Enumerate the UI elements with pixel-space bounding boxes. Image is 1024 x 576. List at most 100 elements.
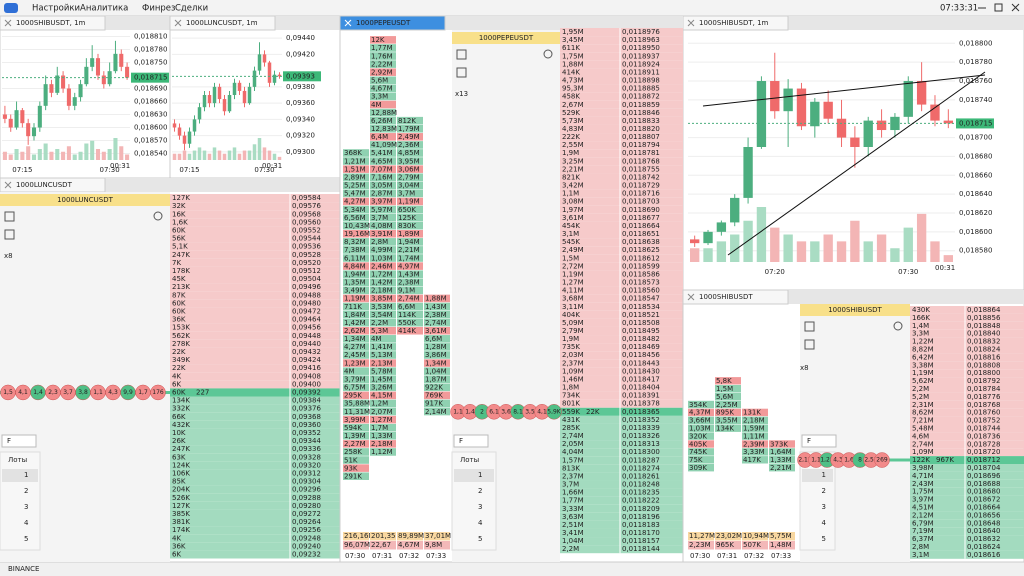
tool-icon[interactable]: [4, 211, 15, 222]
menu-item[interactable]: Настройки: [32, 4, 80, 14]
cluster-value: 1,51M: [344, 165, 366, 173]
candle-body: [217, 86, 222, 100]
lot-option[interactable]: 4: [478, 519, 483, 527]
book-volume: 3,42M: [562, 182, 584, 190]
mode-select[interactable]: [453, 434, 489, 448]
book-volume: 127K: [172, 502, 190, 510]
volume-bar: [836, 241, 847, 262]
tab[interactable]: [0, 15, 106, 31]
cluster-value: 3,04M: [398, 182, 420, 190]
close[interactable]: [1011, 3, 1020, 12]
lot-option[interactable]: 1: [822, 471, 826, 479]
tab-close-icon[interactable]: [344, 19, 352, 27]
trade-bubble-label: 1,1: [453, 408, 463, 415]
cluster-value: 1,87M: [425, 375, 447, 383]
cluster-cell: [424, 359, 450, 367]
tool-icon[interactable]: [456, 67, 467, 78]
book-row: [560, 448, 683, 457]
book-row: [560, 165, 683, 174]
tab-close-icon[interactable]: [687, 19, 695, 27]
book-row: [170, 307, 340, 316]
book-row: [170, 315, 340, 324]
settings-icon[interactable]: [543, 49, 553, 59]
volume-bar: [182, 150, 187, 160]
book-row: [170, 226, 340, 235]
book-volume: 5,62M: [912, 377, 934, 385]
cluster-value: 373K: [770, 440, 788, 448]
lot-option[interactable]: 5: [822, 535, 826, 543]
tab-close-icon[interactable]: [687, 293, 695, 301]
cluster-cell: [370, 310, 396, 319]
volume-bar: [690, 248, 700, 262]
lot-option[interactable]: 2: [478, 487, 482, 495]
mode-select[interactable]: [1, 434, 37, 448]
cluster-cell: [343, 375, 369, 384]
lot-option[interactable]: 3: [24, 503, 28, 511]
tool-icon[interactable]: [804, 339, 815, 350]
x-tick-label: 07:20: [765, 268, 785, 276]
book-volume: 1,95M: [562, 28, 584, 36]
book-row: [910, 329, 1024, 338]
tab-close-icon[interactable]: [174, 19, 182, 27]
last-price-box: [131, 72, 169, 83]
cluster-cell: [397, 294, 423, 303]
book-price: 0,0118469: [622, 343, 660, 351]
book-volume: 204K: [172, 486, 190, 494]
cluster-value: 1,39M: [344, 432, 366, 440]
candle-body: [90, 58, 95, 67]
tab-close-icon[interactable]: [4, 181, 12, 189]
lot-option[interactable]: 1: [24, 471, 28, 479]
lot-option[interactable]: 3: [822, 503, 826, 511]
book-price: 0,0118742: [622, 173, 660, 181]
settings-icon[interactable]: [893, 321, 903, 331]
lot-option[interactable]: 4: [24, 519, 29, 527]
book-price: 0,018776: [967, 393, 1001, 401]
menu-item[interactable]: Аналитика: [80, 4, 128, 14]
tab[interactable]: [339, 15, 446, 31]
book-price: 0,09288: [292, 494, 321, 502]
book-volume: 2,12M: [912, 511, 934, 519]
book-row: [170, 266, 340, 275]
menu-item[interactable]: Сделки: [175, 4, 208, 14]
book-volume: 87K: [172, 291, 186, 299]
cluster-cell: [343, 294, 369, 303]
volume-bar: [172, 153, 177, 160]
menu-item[interactable]: Финрез: [142, 4, 176, 14]
tab[interactable]: [682, 289, 789, 305]
settings-icon[interactable]: [153, 211, 163, 221]
lot-option[interactable]: 4: [822, 519, 827, 527]
volume-bar: [227, 150, 232, 160]
book-price: 0,0118157: [622, 537, 660, 545]
tool-icon[interactable]: [456, 49, 467, 60]
cluster-cell: [688, 456, 714, 464]
candle-body: [703, 231, 713, 244]
volume-bar: [177, 153, 182, 160]
lot-option[interactable]: 5: [24, 535, 28, 543]
maximize[interactable]: [994, 3, 1003, 12]
book-price: 0,018648: [967, 519, 1000, 527]
mode-select[interactable]: [801, 434, 837, 448]
lot-option[interactable]: 1: [478, 471, 482, 479]
book-price: 0,0118183: [622, 521, 660, 529]
tab-close-icon[interactable]: [4, 19, 12, 27]
book-volume: 16K: [172, 210, 186, 218]
book-row: [560, 383, 683, 392]
lot-option[interactable]: 5: [478, 535, 482, 543]
tool-icon[interactable]: [4, 229, 15, 240]
lot-option[interactable]: 2: [24, 487, 28, 495]
lot-option[interactable]: 2: [822, 487, 826, 495]
book-volume: 60K: [172, 299, 186, 307]
book-volume: 166K: [912, 314, 930, 322]
y-tick-label: 0,09380: [286, 83, 315, 91]
lot-option[interactable]: 3: [478, 503, 482, 511]
last-trade: 967K: [936, 456, 954, 464]
book-volume: 6K: [172, 550, 181, 558]
cluster-cell: [343, 270, 369, 278]
book-volume: 60K: [172, 388, 186, 396]
tool-icon[interactable]: [804, 321, 815, 332]
tab[interactable]: [169, 15, 276, 31]
cluster-cell: [343, 205, 369, 214]
trade-bubble-label: 1,28: [820, 457, 834, 464]
cluster-value: 1,79M: [398, 125, 420, 133]
book-row: [560, 415, 683, 424]
